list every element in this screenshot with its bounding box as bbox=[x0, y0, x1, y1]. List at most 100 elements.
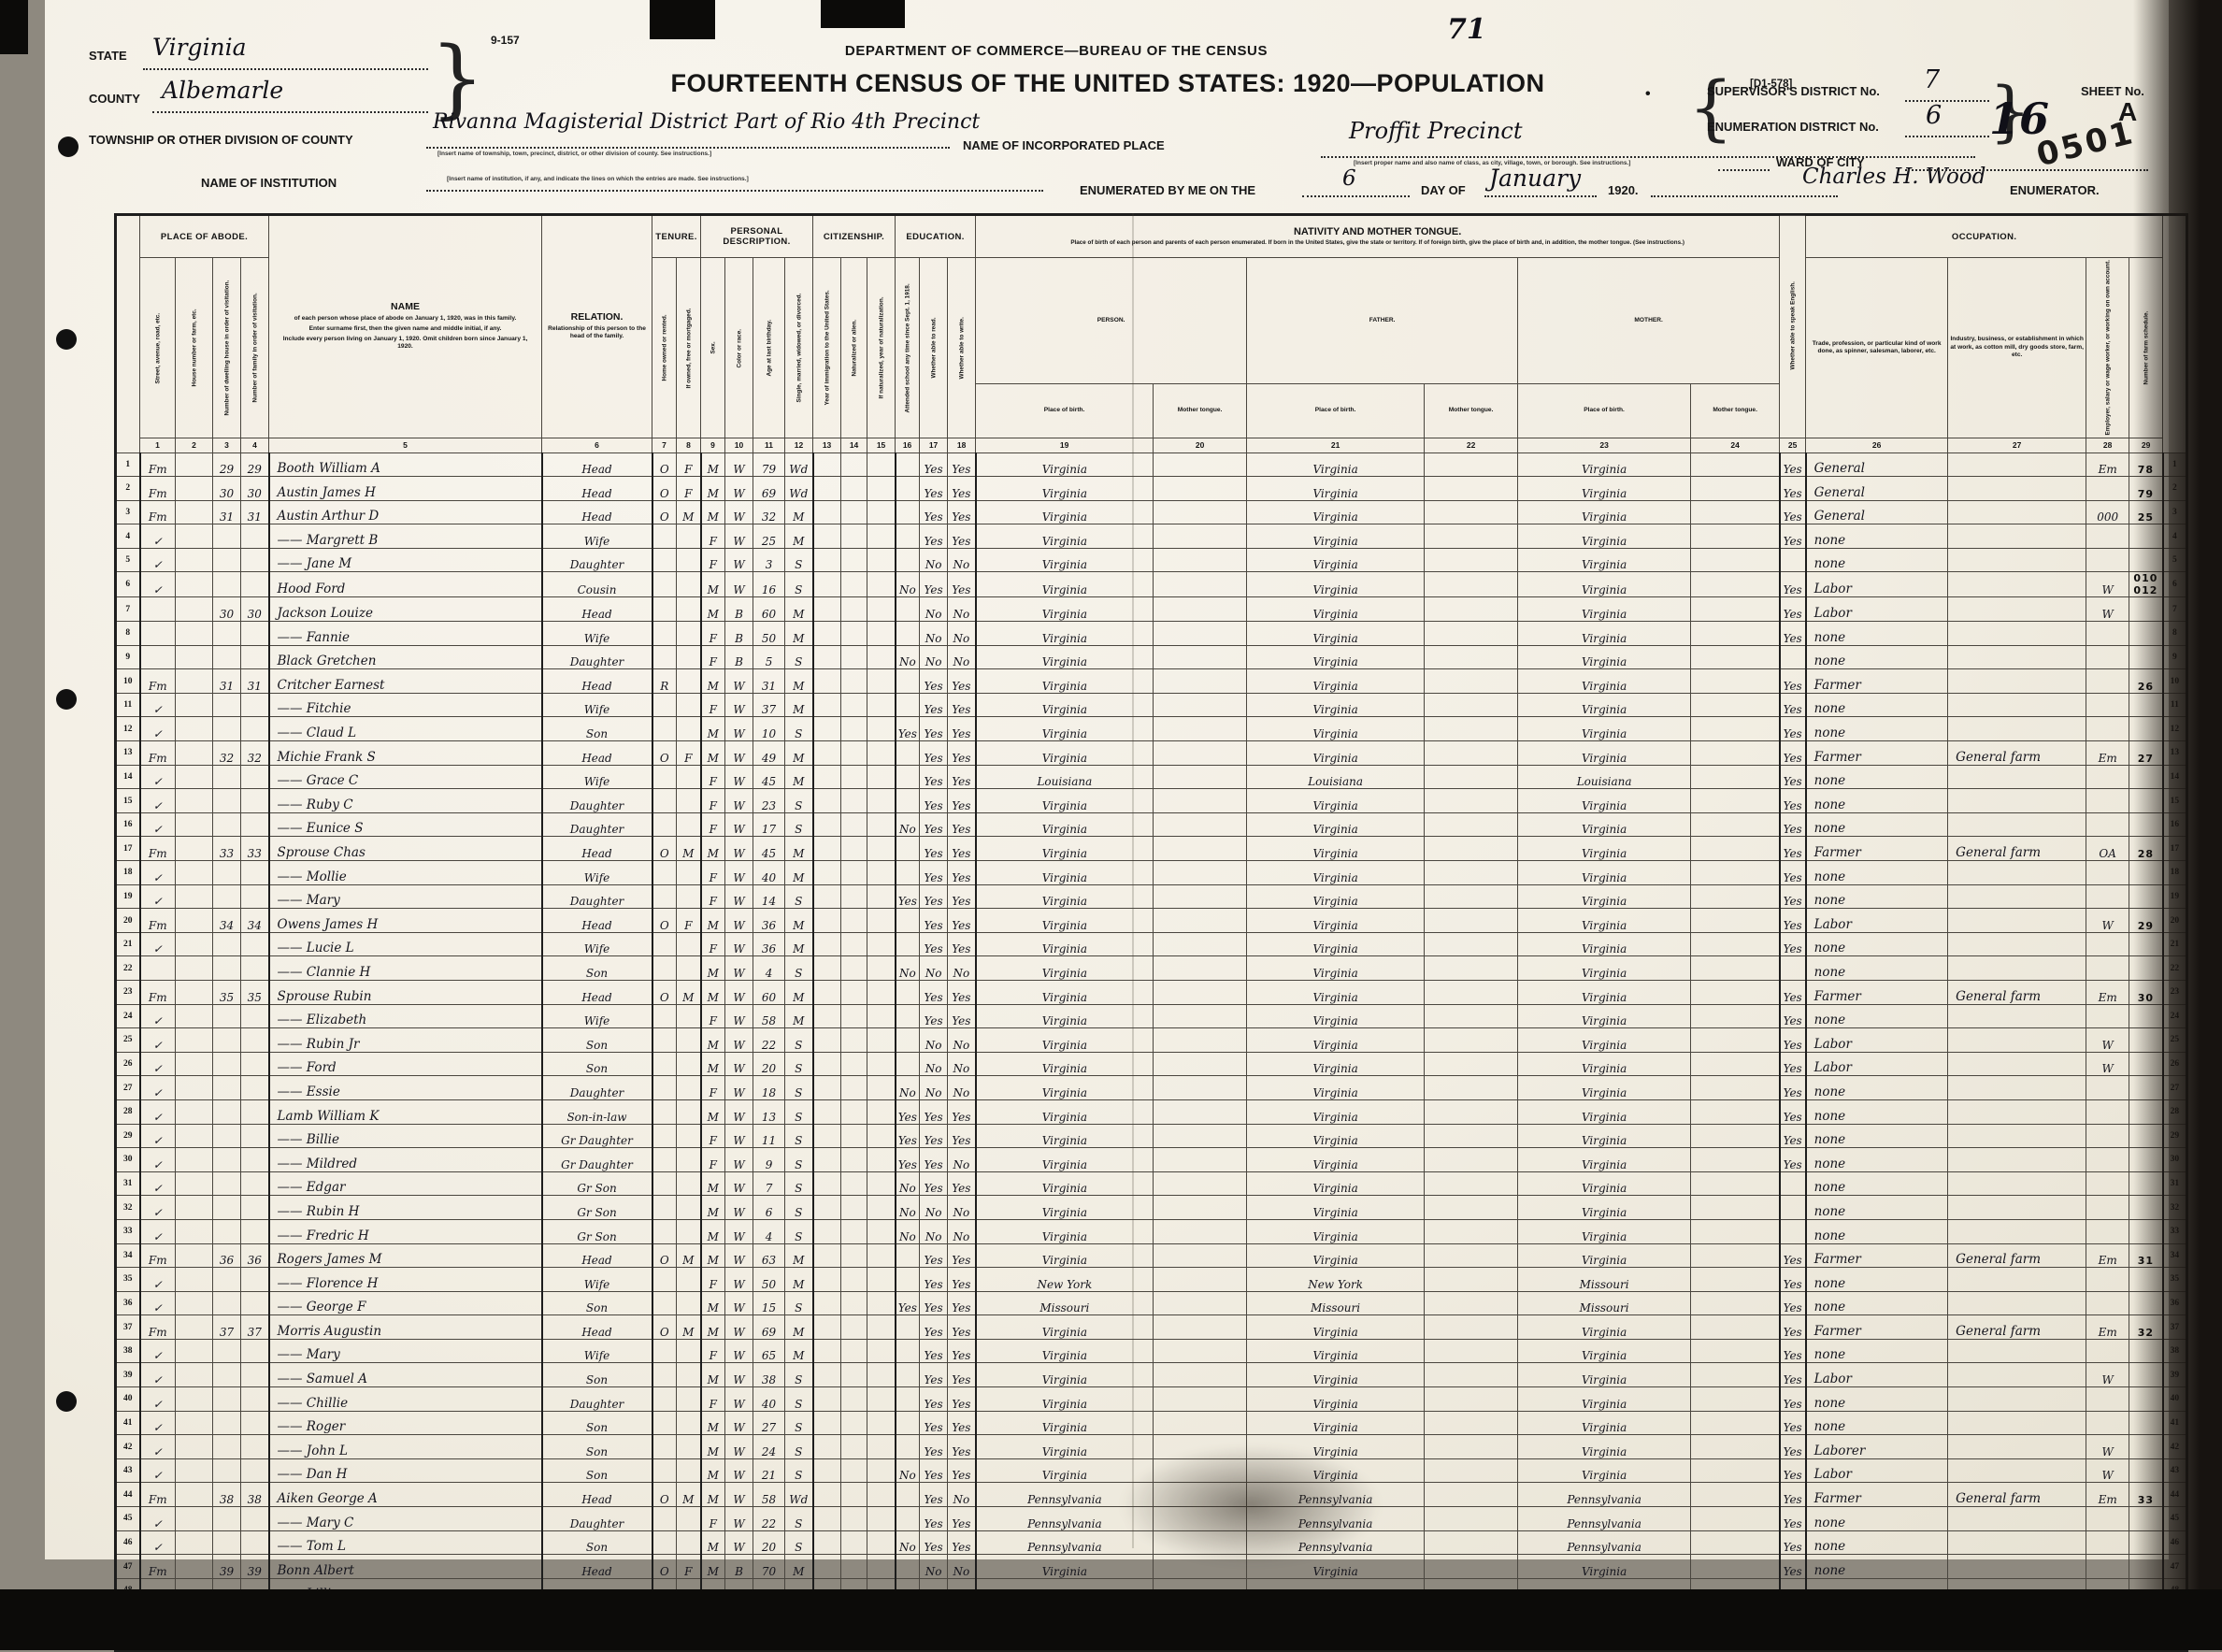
cell-house-number bbox=[175, 476, 213, 501]
cell-naturalized bbox=[840, 1218, 868, 1244]
cell-tongue-person bbox=[1153, 764, 1248, 790]
cell-color: W bbox=[724, 740, 754, 766]
column-number: 11 bbox=[753, 437, 786, 453]
cell-line-left: 21 bbox=[115, 931, 140, 957]
cell-tongue-father bbox=[1424, 1267, 1519, 1292]
cell-home-owned bbox=[651, 716, 678, 742]
cell-house-number bbox=[175, 1314, 213, 1340]
cell-pob-mother: Virginia bbox=[1517, 812, 1692, 838]
cell-mortgage bbox=[676, 1147, 702, 1172]
cell-mortgage bbox=[676, 1506, 702, 1531]
cell-read: Yes bbox=[919, 1314, 949, 1340]
cell-tongue-father bbox=[1424, 524, 1519, 549]
cell-name: —— Billie bbox=[267, 1123, 543, 1149]
cell-sex: M bbox=[699, 1243, 726, 1269]
cell-tongue-father bbox=[1424, 476, 1519, 501]
cell-tongue-person bbox=[1153, 644, 1248, 670]
cell-employment-class bbox=[2086, 1530, 2130, 1556]
cell-line-left: 18 bbox=[115, 860, 140, 885]
cell-mortgage bbox=[676, 812, 702, 838]
cell-industry bbox=[1947, 1530, 2087, 1556]
cell-pob-person: Virginia bbox=[974, 547, 1154, 573]
table-row: 27 ✓ —— Essie Daughter F W 18 S No No No Virginia Vi… bbox=[115, 1075, 2188, 1100]
cell-relation: Son bbox=[540, 1027, 653, 1053]
cell-relation: Son bbox=[540, 1530, 653, 1556]
cell-occupation: none bbox=[1804, 788, 1949, 813]
cell-naturalization-year bbox=[867, 1434, 896, 1459]
cell-immigration-year bbox=[811, 740, 842, 766]
scan-artifact bbox=[0, 0, 28, 54]
cell-family-number bbox=[239, 1123, 270, 1149]
cell-sex: F bbox=[699, 1267, 726, 1292]
cell-industry: General farm bbox=[1947, 979, 2087, 1005]
cell-mortgage bbox=[676, 1171, 702, 1197]
cell-sex: M bbox=[699, 596, 726, 623]
cell-occupation: Farmer bbox=[1804, 740, 1949, 766]
cell-naturalization-year bbox=[867, 1530, 896, 1556]
cell-house-number bbox=[175, 1434, 213, 1459]
column-pob-person: Place of birth. bbox=[975, 382, 1154, 438]
cell-immigration-year bbox=[811, 883, 842, 910]
cell-naturalization-year bbox=[867, 788, 896, 813]
enumerated-month: January bbox=[1489, 165, 1582, 192]
cell-marital: Wd bbox=[784, 452, 814, 478]
title-dot: • bbox=[1645, 86, 1651, 102]
cell-industry bbox=[1947, 1218, 2087, 1244]
cell-family-number bbox=[239, 1458, 270, 1484]
cell-name: —— Ford bbox=[267, 1051, 543, 1077]
cell-employment-class bbox=[2086, 1218, 2130, 1244]
cell-pob-mother: Virginia bbox=[1517, 571, 1692, 598]
nativity-caption: NATIVITY AND MOTHER TONGUE. bbox=[1293, 226, 1462, 238]
cell-naturalized bbox=[840, 452, 868, 478]
cell-pob-mother: Virginia bbox=[1517, 979, 1692, 1005]
cell-marital: S bbox=[784, 1506, 814, 1531]
cell-pob-mother: Virginia bbox=[1517, 621, 1692, 646]
cell-read: No bbox=[919, 1218, 949, 1244]
cell-line-left: 6 bbox=[115, 571, 140, 598]
cell-english bbox=[1778, 547, 1807, 573]
cell-pob-mother: Virginia bbox=[1517, 955, 1692, 981]
cell-school bbox=[894, 476, 921, 501]
cell-house-number bbox=[175, 1123, 213, 1149]
column-number: 10 bbox=[724, 437, 754, 453]
column-house-number: House number or farm, etc. bbox=[175, 257, 213, 438]
township-note: [Insert name of township, town, precinct… bbox=[437, 151, 712, 157]
cell-pob-mother: Virginia bbox=[1517, 788, 1692, 813]
cell-pob-person: Virginia bbox=[974, 1218, 1154, 1244]
cell-age: 13 bbox=[753, 1099, 786, 1125]
column-number: 25 bbox=[1779, 437, 1807, 453]
cell-write: Yes bbox=[947, 476, 977, 501]
cell-family-number bbox=[239, 644, 270, 670]
cell-pob-mother: Virginia bbox=[1517, 1195, 1692, 1220]
table-row: 2 Fm 30 30 Austin James H Head O F M W 69 Wd Yes Yes V… bbox=[115, 476, 2188, 501]
cell-line-left: 34 bbox=[115, 1243, 140, 1269]
cell-age: 50 bbox=[753, 1267, 786, 1292]
cell-read: No bbox=[919, 955, 949, 981]
cell-color: W bbox=[724, 836, 754, 862]
subgroup-mother: MOTHER. bbox=[1517, 257, 1781, 384]
cell-age: 69 bbox=[753, 1314, 786, 1340]
cell-write: No bbox=[947, 596, 977, 623]
cell-tongue-person bbox=[1153, 571, 1248, 598]
cell-relation: Wife bbox=[540, 1267, 653, 1292]
cell-house-number bbox=[175, 547, 213, 573]
cell-occupation: none bbox=[1804, 621, 1949, 646]
sheet-number-value: 16 bbox=[1989, 93, 2050, 144]
cell-color: W bbox=[724, 1099, 754, 1125]
page-stamp-number: 71 bbox=[1447, 13, 1486, 46]
cell-house-number bbox=[175, 1386, 213, 1412]
cell-home-owned: O bbox=[651, 1314, 678, 1340]
cell-naturalized bbox=[840, 476, 868, 501]
cell-line-left: 40 bbox=[115, 1386, 140, 1412]
cell-mortgage bbox=[676, 764, 702, 790]
cell-read: Yes bbox=[919, 476, 949, 501]
cell-industry bbox=[1947, 812, 2087, 838]
cell-tongue-mother bbox=[1690, 1386, 1781, 1412]
cell-pob-father: Virginia bbox=[1246, 812, 1426, 838]
cell-school bbox=[894, 596, 921, 623]
cell-naturalization-year bbox=[867, 692, 896, 718]
cell-naturalization-year bbox=[867, 499, 896, 525]
cell-line-left: 26 bbox=[115, 1051, 140, 1077]
cell-employment-class bbox=[2086, 1147, 2130, 1172]
cell-marital: M bbox=[784, 931, 814, 957]
